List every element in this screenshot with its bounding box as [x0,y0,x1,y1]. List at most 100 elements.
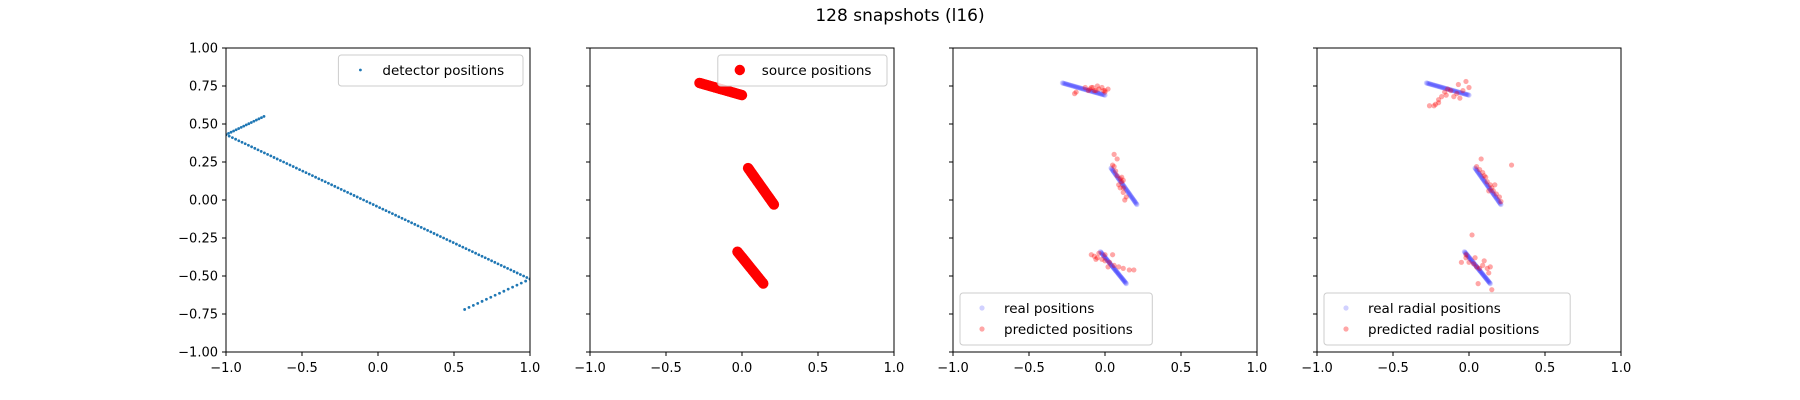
data-point [240,140,244,144]
data-point [1443,92,1449,98]
y-tick-label: −0.50 [178,270,218,285]
data-point [1101,92,1107,98]
legend-label: source positions [762,63,872,79]
data-point [736,89,748,101]
data-point [279,159,282,162]
data-point [485,297,488,301]
data-point [1463,255,1469,261]
data-point [1133,201,1139,207]
data-point [1106,259,1113,265]
data-point [1425,80,1432,87]
data-point [282,160,285,164]
data-point [1481,173,1487,179]
data-point [1484,182,1490,188]
data-point [1436,83,1442,90]
data-point [1465,253,1471,259]
data-point [346,191,349,194]
data-point [1096,90,1102,96]
data-point [1437,84,1443,90]
data-point [1462,249,1468,256]
data-point [227,134,231,138]
data-point [1431,103,1437,109]
data-point [522,274,525,278]
data-point [1101,253,1107,259]
data-point [1128,193,1134,199]
data-point [1451,88,1458,94]
data-point [1115,271,1122,277]
data-point [1468,257,1474,263]
data-point [509,268,513,272]
data-point [1473,167,1479,173]
data-point [1119,180,1125,186]
data-point [1075,84,1081,91]
data-point [1463,251,1469,257]
data-point [1112,170,1118,177]
data-point [1116,176,1122,182]
data-point [1120,185,1126,191]
data-point [1479,270,1485,276]
data-point [1094,83,1100,89]
data-point [1087,88,1094,94]
data-point [1088,252,1094,258]
data-point [1426,81,1433,87]
subplot-4: −1.0 −0.5 0.0 0.5 1.0 real radial positions pr… [1301,47,1631,376]
data-point [1073,84,1079,90]
data-point [1474,264,1480,270]
x-tick-label: 0.0 [732,361,753,376]
x-tick-label: −0.5 [1013,361,1045,376]
data-point [493,260,497,264]
x-tick-label: 0.5 [1535,361,1556,376]
data-point [467,306,471,309]
data-point [490,259,493,263]
data-point [1122,185,1128,191]
data-point [463,308,467,311]
data-point [1105,258,1111,264]
data-point [768,199,780,210]
data-point [1113,268,1119,274]
data-point [1461,91,1467,97]
data-point [1490,190,1496,196]
data-point [1123,281,1129,287]
data-point [1439,84,1445,91]
data-point [249,121,253,124]
data-point [298,168,301,172]
data-point [1062,81,1069,87]
data-point [1123,194,1129,200]
data-point [237,127,241,130]
data-point [1483,180,1489,186]
data-point [1119,179,1125,185]
data-point [1114,173,1120,179]
data-point [1483,275,1489,281]
data-point [1450,88,1457,94]
data-point [410,221,413,225]
data-point [1126,190,1132,196]
data-point [1466,92,1472,98]
data-point [423,227,426,231]
data-point [1480,272,1486,278]
data-point [503,265,506,269]
data-point [1079,86,1085,92]
data-point [253,146,257,150]
data-point [1477,265,1483,271]
data-point [1121,278,1128,284]
data-point [1060,80,1067,86]
legend-marker [734,64,745,76]
data-point [474,251,477,255]
data-point [1086,88,1093,94]
data-point [250,145,254,149]
data-point [227,132,230,135]
data-point [1098,91,1104,97]
data-point [1478,174,1484,180]
data-point [263,151,266,155]
data-point [269,154,273,158]
data-point [1485,278,1491,284]
data-point [1458,90,1464,96]
data-point [1068,82,1074,88]
data-point [426,229,429,232]
data-point [429,230,433,234]
legend-box [717,54,888,87]
data-point [394,213,397,217]
legend-box [337,54,524,87]
legend-label: real positions [1004,301,1094,317]
data-point [1484,265,1490,271]
